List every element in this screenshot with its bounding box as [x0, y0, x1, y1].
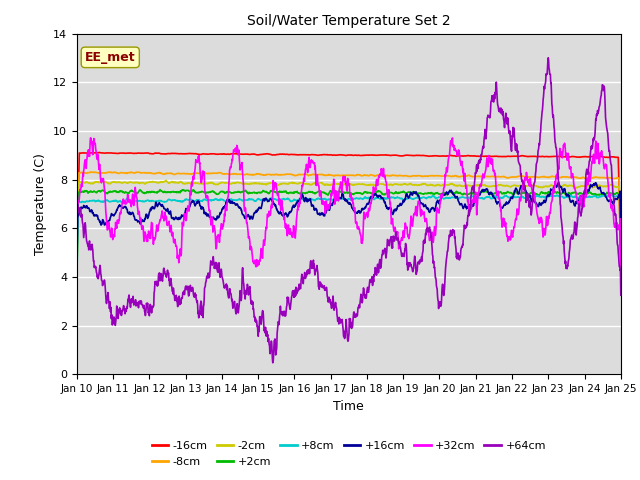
+16cm — [383, 203, 390, 209]
+32cm — [304, 167, 312, 172]
+2cm — [304, 189, 312, 195]
+2cm — [137, 188, 145, 194]
+8cm — [325, 196, 333, 202]
-8cm — [105, 169, 113, 175]
-8cm — [325, 171, 333, 177]
-16cm — [383, 152, 390, 158]
+64cm — [73, 284, 81, 289]
+32cm — [73, 256, 81, 262]
+64cm — [545, 55, 552, 60]
+64cm — [137, 298, 145, 304]
+8cm — [383, 195, 390, 201]
-2cm — [115, 180, 123, 185]
+16cm — [304, 198, 312, 204]
-8cm — [73, 271, 81, 276]
+64cm — [617, 292, 625, 298]
X-axis label: Time: Time — [333, 400, 364, 413]
Line: +64cm: +64cm — [77, 58, 621, 363]
+32cm — [383, 185, 390, 191]
-16cm — [316, 152, 323, 158]
Legend: -16cm, -8cm, -2cm, +2cm, +8cm, +16cm, +32cm, +64cm: -16cm, -8cm, -2cm, +2cm, +8cm, +16cm, +3… — [147, 437, 550, 471]
-2cm — [304, 181, 312, 187]
-2cm — [617, 259, 625, 265]
Line: +32cm: +32cm — [77, 138, 621, 271]
+8cm — [73, 285, 81, 290]
Line: -8cm: -8cm — [77, 172, 621, 274]
+16cm — [115, 203, 123, 208]
+2cm — [316, 188, 323, 194]
-8cm — [316, 172, 323, 178]
+16cm — [325, 206, 333, 212]
+32cm — [617, 268, 625, 274]
+8cm — [617, 259, 625, 265]
-16cm — [138, 150, 145, 156]
+16cm — [554, 180, 562, 185]
-2cm — [73, 276, 81, 281]
-8cm — [138, 170, 145, 176]
+8cm — [304, 196, 312, 202]
+16cm — [617, 261, 625, 266]
+32cm — [316, 189, 323, 194]
Line: -16cm: -16cm — [77, 153, 621, 259]
+16cm — [137, 220, 145, 226]
-16cm — [73, 253, 81, 259]
+32cm — [115, 217, 123, 223]
+64cm — [304, 267, 312, 273]
+2cm — [179, 187, 187, 192]
+2cm — [325, 190, 333, 196]
Text: EE_met: EE_met — [85, 51, 136, 64]
+32cm — [87, 135, 95, 141]
+2cm — [115, 190, 123, 195]
Title: Soil/Water Temperature Set 2: Soil/Water Temperature Set 2 — [247, 14, 451, 28]
+32cm — [325, 202, 333, 208]
-16cm — [95, 150, 103, 156]
-16cm — [617, 256, 625, 262]
-16cm — [115, 150, 123, 156]
-2cm — [316, 180, 323, 186]
+2cm — [617, 259, 625, 265]
Line: +2cm: +2cm — [77, 190, 621, 283]
+8cm — [607, 192, 615, 198]
-8cm — [617, 257, 625, 263]
+8cm — [137, 198, 145, 204]
+8cm — [115, 199, 123, 204]
-2cm — [162, 178, 170, 183]
-2cm — [325, 181, 333, 187]
+32cm — [138, 222, 145, 228]
+2cm — [73, 280, 81, 286]
+64cm — [115, 310, 123, 315]
Line: +16cm: +16cm — [77, 182, 621, 279]
-16cm — [325, 152, 333, 158]
Line: -2cm: -2cm — [77, 180, 621, 278]
-8cm — [304, 172, 312, 178]
+8cm — [315, 196, 323, 202]
+64cm — [316, 287, 323, 292]
+64cm — [269, 360, 276, 366]
-2cm — [383, 182, 390, 188]
Line: +8cm: +8cm — [77, 195, 621, 288]
+2cm — [383, 190, 390, 196]
+16cm — [315, 211, 323, 216]
+64cm — [383, 249, 390, 255]
-8cm — [115, 170, 123, 176]
+64cm — [325, 294, 333, 300]
+16cm — [73, 276, 81, 282]
-16cm — [304, 152, 312, 158]
-2cm — [137, 180, 145, 185]
Y-axis label: Temperature (C): Temperature (C) — [35, 153, 47, 255]
-8cm — [383, 173, 390, 179]
